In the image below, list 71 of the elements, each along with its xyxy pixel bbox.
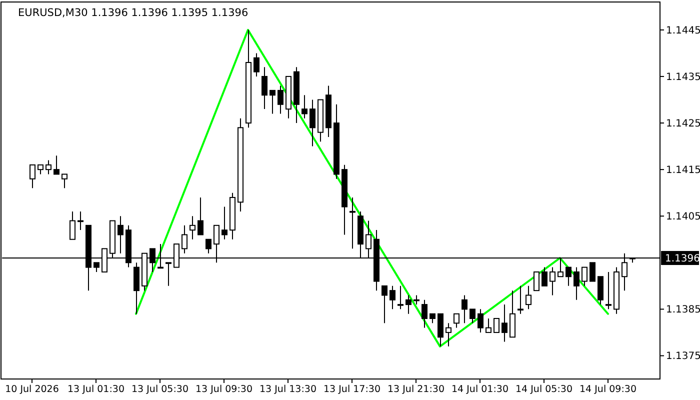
candlestick	[46, 160, 52, 175]
candlestick	[262, 66, 268, 110]
candlestick	[278, 85, 284, 114]
candlestick	[350, 196, 356, 250]
candlestick	[206, 238, 212, 254]
candlestick	[38, 164, 44, 175]
candlestick	[78, 210, 84, 231]
candlestick	[254, 52, 260, 77]
candlestick	[574, 266, 580, 300]
candlestick	[270, 90, 276, 114]
candlestick	[502, 304, 508, 342]
candlestick	[54, 155, 60, 175]
candlestick	[550, 266, 556, 296]
candlestick	[182, 224, 188, 254]
y-tick-label: 1.1445	[666, 25, 700, 36]
x-tick-label: 14 Jul 05:30	[516, 384, 572, 395]
y-tick-label: 1.1415	[666, 165, 700, 176]
candlestick	[542, 266, 548, 286]
x-tick-label: 13 Jul 05:30	[132, 384, 188, 395]
candlestick	[478, 308, 484, 333]
x-tick-label: 13 Jul 21:30	[388, 384, 444, 395]
candlestick	[526, 285, 532, 310]
candlestick	[406, 294, 412, 314]
x-tick-label: 14 Jul 01:30	[452, 384, 508, 395]
x-tick-label: 13 Jul 09:30	[196, 384, 252, 395]
candlestick	[438, 313, 444, 347]
candlestick	[30, 164, 36, 189]
candlestick	[582, 266, 588, 286]
y-tick-label: 1.1385	[666, 304, 700, 316]
candlestick	[430, 313, 436, 324]
x-tick-label: 13 Jul 13:30	[260, 384, 316, 395]
candlestick	[598, 276, 604, 306]
candlestick	[446, 322, 452, 347]
line-series	[135, 28, 609, 348]
candlestick	[462, 294, 468, 324]
x-tick-label: 14 Jul 09:30	[580, 384, 636, 395]
candlestick	[166, 262, 172, 286]
y-tick-label: 1.1425	[666, 118, 700, 130]
candlestick	[486, 318, 492, 333]
x-tick-label: 13 Jul 17:30	[324, 384, 380, 395]
candlestick	[494, 318, 500, 333]
candlestick	[398, 285, 404, 310]
y-tick-label: 1.1435	[666, 72, 700, 83]
candlestick	[422, 299, 428, 328]
text: EURUSD,M30 1.1396 1.1396 1.1395 1.1396	[18, 7, 248, 19]
candlestick	[534, 271, 540, 292]
candlestick	[470, 308, 476, 324]
candlestick	[70, 210, 76, 240]
y-tick-label: 1.1375	[666, 351, 700, 362]
x-tick-label: 10 Jul 2026	[5, 384, 59, 395]
candlestick	[302, 94, 308, 119]
candlestick	[118, 216, 124, 254]
candlestick	[414, 294, 420, 306]
y-tick-label: 1.1405	[666, 212, 700, 223]
candlestick	[606, 271, 612, 310]
candlestick	[566, 266, 572, 286]
ref-line-label: 1.1396	[665, 253, 700, 264]
candlestick	[590, 262, 596, 282]
candlestick	[94, 262, 100, 272]
candlestick	[190, 216, 196, 240]
candlestick	[390, 285, 396, 310]
candlestick	[510, 290, 516, 338]
candlestick	[310, 99, 316, 147]
candlestick	[134, 262, 140, 314]
candlestick	[454, 313, 460, 328]
candlestick	[198, 196, 204, 236]
x-tick-label: 13 Jul 01:30	[68, 384, 124, 395]
candlestick	[62, 174, 68, 189]
candlestick	[518, 285, 524, 314]
candlestick	[382, 285, 388, 324]
candlestick	[222, 206, 228, 240]
